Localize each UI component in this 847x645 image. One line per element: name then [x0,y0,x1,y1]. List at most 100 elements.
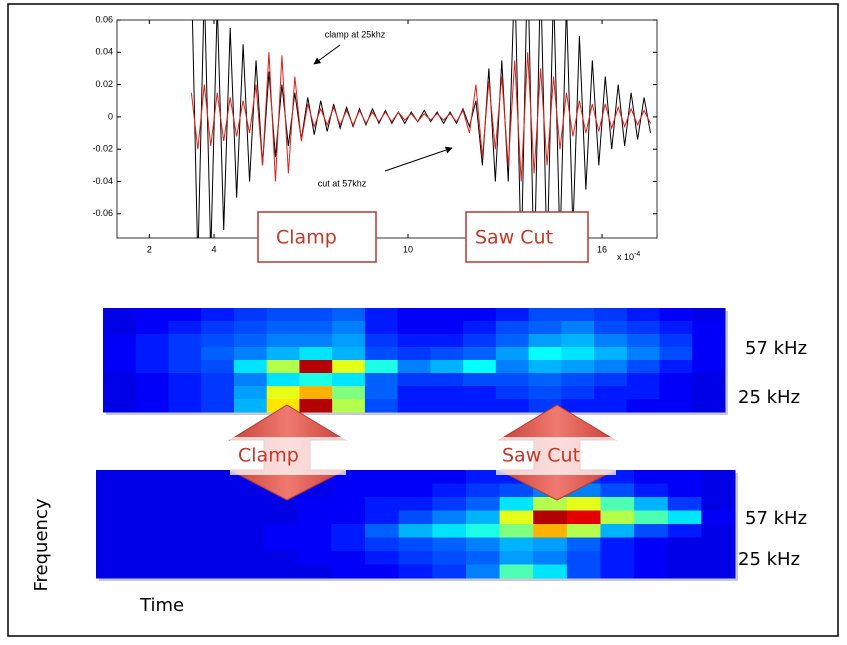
heat-cell [600,483,635,498]
x-axis-label: Time [139,595,184,616]
heat-cell [533,524,568,538]
heat-cell [566,564,601,579]
heat-cell [528,308,562,322]
heat-cell [533,510,568,525]
heat-cell [533,551,568,565]
spectrogram: 57 kHz 25 kHz [96,470,807,581]
heat-cell [397,360,431,374]
heat-cell [701,510,736,525]
y-tick-label: -0.04 [92,176,113,186]
heat-cell [634,483,669,498]
heat-cell [103,373,137,387]
heat-cell [297,497,332,511]
heat-cell [432,524,467,538]
heat-cell [692,334,726,348]
heat-cell [561,360,595,374]
heat-cell [398,510,433,525]
heat-cell [196,470,232,484]
heat-cell [364,360,399,374]
heat-cell [701,470,736,484]
heat-cell [230,497,265,511]
heat-cell [103,308,137,322]
y-tick-label: 0.02 [95,79,113,89]
heat-cell [201,399,235,413]
heat-cell [297,564,332,579]
heat-cell [594,386,628,400]
frequency-label: 57 kHz [745,508,807,529]
heat-cell [594,347,628,361]
exponent-base: x 10 [617,252,634,262]
heat-cell [135,321,169,335]
heat-cell [233,386,268,400]
frequency-label: 57 kHz [745,338,807,359]
heat-cell [398,483,433,498]
heat-cell [331,564,366,579]
heat-cell [264,564,299,579]
heat-cell [463,334,497,348]
heat-cell [233,347,268,361]
heat-cell [233,308,268,322]
heat-cell [465,524,501,538]
heat-cell [430,399,464,413]
heat-cell [528,347,562,361]
double-arrow: Saw Cut [496,404,617,501]
heat-cell [129,497,164,511]
heat-cell [397,399,431,413]
heat-cell [566,551,601,565]
heat-cell [594,360,628,374]
heat-cell [594,373,628,387]
heat-cell [398,497,433,511]
heat-cell [430,386,464,400]
heat-cell [163,564,198,579]
heat-cell [196,524,232,538]
heat-cell [692,373,726,387]
heat-cell [365,497,400,511]
annotation: clamp at 25khz [325,29,386,39]
heat-cell [332,373,366,387]
heat-cell [659,347,693,361]
heat-cell [266,373,300,387]
label-box-text: Clamp [276,227,337,249]
spectrograms: 57 kHz 25 kHz 57 kHz 25 kHz [96,308,807,581]
heat-cell [163,537,198,552]
heat-cell [266,347,300,361]
heat-cell [430,308,464,322]
heat-cell [692,399,726,413]
heat-cell [566,524,601,538]
heat-cell [365,537,400,552]
heat-cell [430,360,464,374]
heat-cell [364,308,399,322]
heat-cell [528,360,562,374]
exponent-power: -4 [634,251,640,258]
heat-cell [692,386,726,400]
y-tick-label: 0 [108,111,113,121]
heat-cell [264,537,299,552]
heat-cell [465,537,501,552]
heat-cell [365,564,400,579]
heat-cell [201,373,235,387]
heat-cell [168,373,202,387]
heat-cell [463,373,497,387]
heat-cell [365,524,400,538]
heat-cell [634,524,669,538]
label-box-text: Saw Cut [475,227,553,249]
heat-cell [129,564,164,579]
heat-cell [626,321,661,335]
heat-cell [566,497,601,511]
heat-cell [266,386,300,400]
heat-cell [196,510,232,525]
heat-cell [566,537,601,552]
heat-cell [432,497,467,511]
heat-cell [331,551,366,565]
heat-cell [495,321,530,335]
heat-cell [561,321,595,335]
label-box [257,211,377,263]
heat-cell [398,470,433,484]
heat-cell [465,483,501,498]
heat-cell [463,399,497,413]
heat-cell [297,524,332,538]
heat-cell [528,334,562,348]
heat-cell [96,524,131,538]
heat-cell [230,524,265,538]
